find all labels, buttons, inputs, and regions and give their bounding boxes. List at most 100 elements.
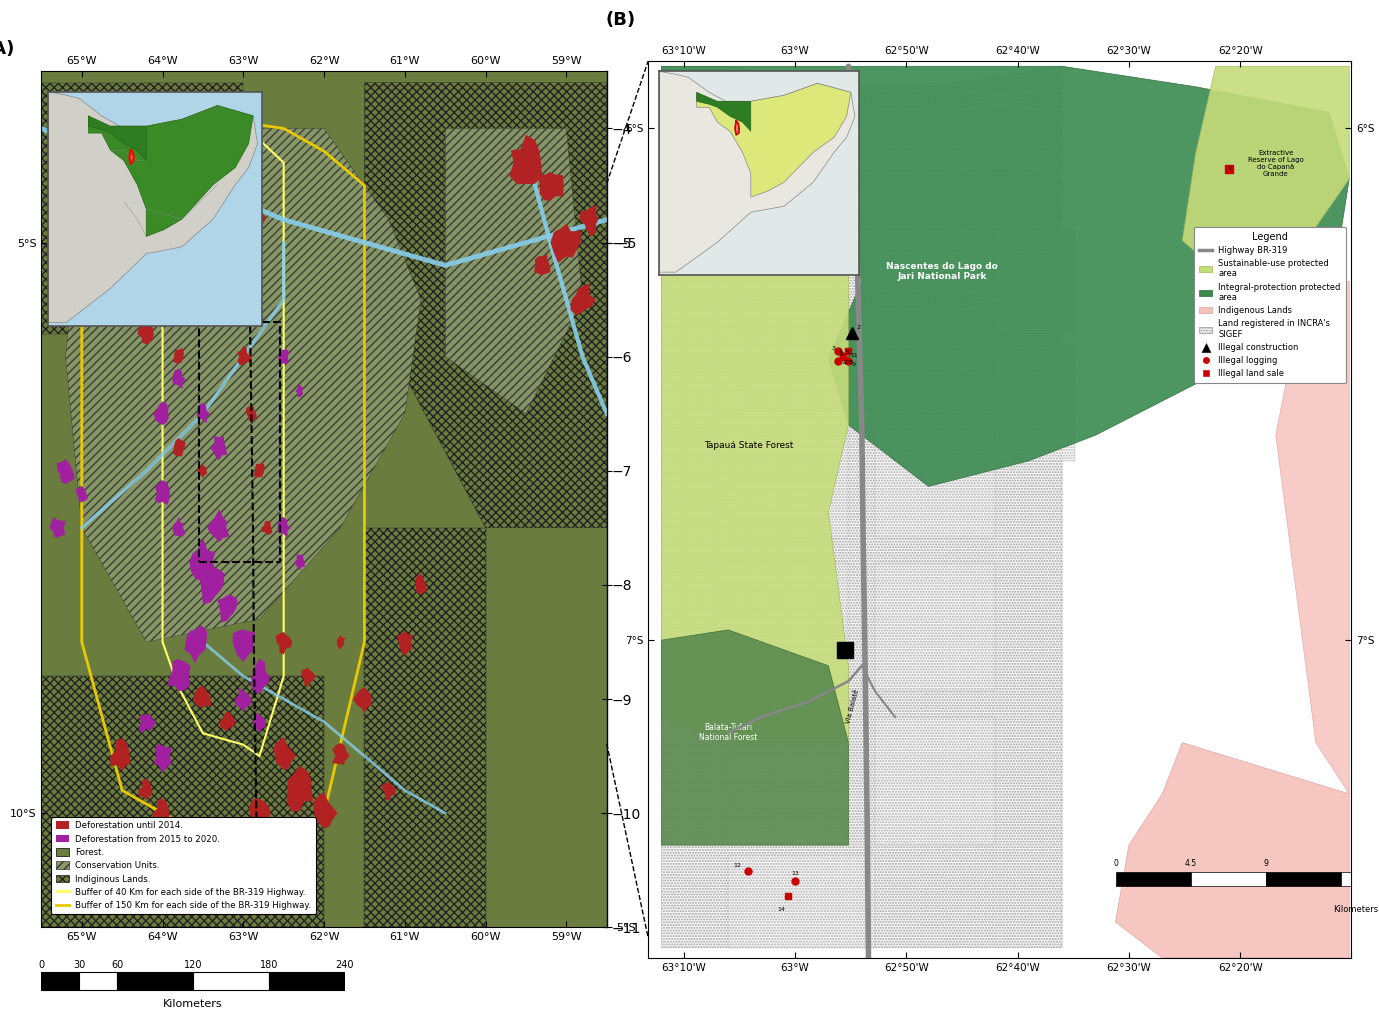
Text: 1: 1 bbox=[1227, 166, 1231, 171]
Bar bbox=[79, 972, 117, 989]
Bar bbox=[117, 972, 193, 989]
Text: 4.5: 4.5 bbox=[1185, 859, 1197, 867]
Bar bbox=[1116, 872, 1190, 887]
Polygon shape bbox=[364, 83, 607, 528]
Polygon shape bbox=[48, 92, 258, 323]
Text: 13: 13 bbox=[792, 871, 798, 876]
Polygon shape bbox=[110, 287, 131, 313]
Text: Nascentes do Lago do
Jari National Park: Nascentes do Lago do Jari National Park bbox=[887, 262, 998, 281]
Text: 7: 7 bbox=[847, 353, 851, 358]
Polygon shape bbox=[172, 348, 183, 364]
Polygon shape bbox=[189, 538, 218, 582]
Text: 4: 4 bbox=[838, 350, 843, 355]
Polygon shape bbox=[197, 403, 210, 424]
Polygon shape bbox=[197, 143, 211, 160]
Text: 9: 9 bbox=[852, 363, 856, 368]
Text: Tapauá State Forest: Tapauá State Forest bbox=[703, 441, 793, 450]
Polygon shape bbox=[996, 343, 1076, 461]
Text: 8: 8 bbox=[848, 360, 852, 365]
Polygon shape bbox=[91, 211, 105, 230]
Polygon shape bbox=[172, 369, 186, 389]
Polygon shape bbox=[167, 659, 190, 691]
Polygon shape bbox=[550, 224, 581, 263]
Polygon shape bbox=[74, 174, 90, 199]
Polygon shape bbox=[510, 135, 542, 184]
Polygon shape bbox=[76, 486, 88, 502]
Polygon shape bbox=[579, 205, 598, 236]
Polygon shape bbox=[1276, 281, 1349, 794]
Polygon shape bbox=[189, 849, 214, 889]
Text: 240: 240 bbox=[335, 960, 354, 970]
Bar bbox=[41, 972, 79, 989]
Polygon shape bbox=[193, 686, 211, 708]
Polygon shape bbox=[332, 743, 350, 765]
Polygon shape bbox=[251, 658, 270, 694]
Polygon shape bbox=[262, 521, 273, 535]
Bar bbox=[1190, 872, 1266, 887]
Polygon shape bbox=[696, 93, 750, 131]
Polygon shape bbox=[313, 792, 338, 828]
Bar bbox=[269, 972, 345, 989]
Polygon shape bbox=[245, 407, 256, 423]
Polygon shape bbox=[185, 625, 207, 663]
Polygon shape bbox=[167, 818, 188, 851]
Polygon shape bbox=[287, 766, 313, 811]
Polygon shape bbox=[237, 345, 251, 365]
Polygon shape bbox=[172, 438, 186, 457]
Text: Kilometers: Kilometers bbox=[1333, 905, 1379, 914]
Polygon shape bbox=[254, 463, 265, 478]
Polygon shape bbox=[301, 667, 316, 687]
Legend: Highway BR-319, Sustainable-use protected
area, Integral-protection protected
ar: Highway BR-319, Sustainable-use protecte… bbox=[1194, 226, 1346, 383]
Text: 5: 5 bbox=[845, 350, 849, 355]
Text: 2: 2 bbox=[856, 325, 860, 330]
Text: Via Balatê: Via Balatê bbox=[845, 689, 860, 725]
Bar bbox=[193, 972, 269, 989]
Text: 12: 12 bbox=[734, 863, 742, 868]
Text: 6: 6 bbox=[840, 353, 844, 358]
Polygon shape bbox=[662, 66, 1349, 486]
Polygon shape bbox=[88, 106, 254, 236]
Text: Balata-Tufari
National Forest: Balata-Tufari National Forest bbox=[699, 722, 757, 742]
Polygon shape bbox=[397, 631, 414, 655]
Polygon shape bbox=[876, 410, 996, 538]
Text: 180: 180 bbox=[259, 960, 279, 970]
Text: 0: 0 bbox=[39, 960, 44, 970]
Bar bbox=[1266, 872, 1340, 887]
Polygon shape bbox=[254, 213, 265, 226]
Polygon shape bbox=[364, 528, 485, 927]
Polygon shape bbox=[659, 71, 855, 272]
Polygon shape bbox=[445, 128, 582, 414]
Text: 10: 10 bbox=[841, 360, 849, 365]
Text: 0: 0 bbox=[1113, 859, 1118, 867]
Polygon shape bbox=[139, 713, 156, 734]
Polygon shape bbox=[538, 172, 564, 201]
Polygon shape bbox=[229, 834, 256, 863]
Polygon shape bbox=[382, 782, 396, 801]
Text: Kilometers: Kilometers bbox=[163, 999, 223, 1009]
Polygon shape bbox=[228, 288, 243, 311]
Text: 14: 14 bbox=[778, 907, 786, 912]
Polygon shape bbox=[197, 465, 207, 478]
Polygon shape bbox=[876, 717, 996, 845]
Polygon shape bbox=[218, 595, 237, 623]
Polygon shape bbox=[696, 84, 851, 198]
Text: 60: 60 bbox=[112, 960, 123, 970]
Polygon shape bbox=[154, 744, 172, 772]
Polygon shape bbox=[59, 235, 70, 250]
Polygon shape bbox=[295, 385, 303, 397]
Polygon shape bbox=[154, 480, 170, 505]
Polygon shape bbox=[138, 779, 152, 800]
Legend: Deforestation until 2014., Deforestation from 2015 to 2020., Forest., Conservati: Deforestation until 2014., Deforestation… bbox=[51, 817, 316, 914]
Polygon shape bbox=[217, 853, 236, 893]
Polygon shape bbox=[336, 635, 346, 650]
Polygon shape bbox=[88, 116, 146, 161]
Polygon shape bbox=[277, 517, 291, 538]
Polygon shape bbox=[138, 324, 153, 344]
Polygon shape bbox=[728, 564, 848, 692]
Polygon shape bbox=[571, 283, 596, 315]
Polygon shape bbox=[219, 175, 237, 196]
Polygon shape bbox=[728, 717, 848, 845]
Polygon shape bbox=[211, 436, 228, 461]
Polygon shape bbox=[234, 687, 251, 712]
Polygon shape bbox=[250, 799, 270, 830]
